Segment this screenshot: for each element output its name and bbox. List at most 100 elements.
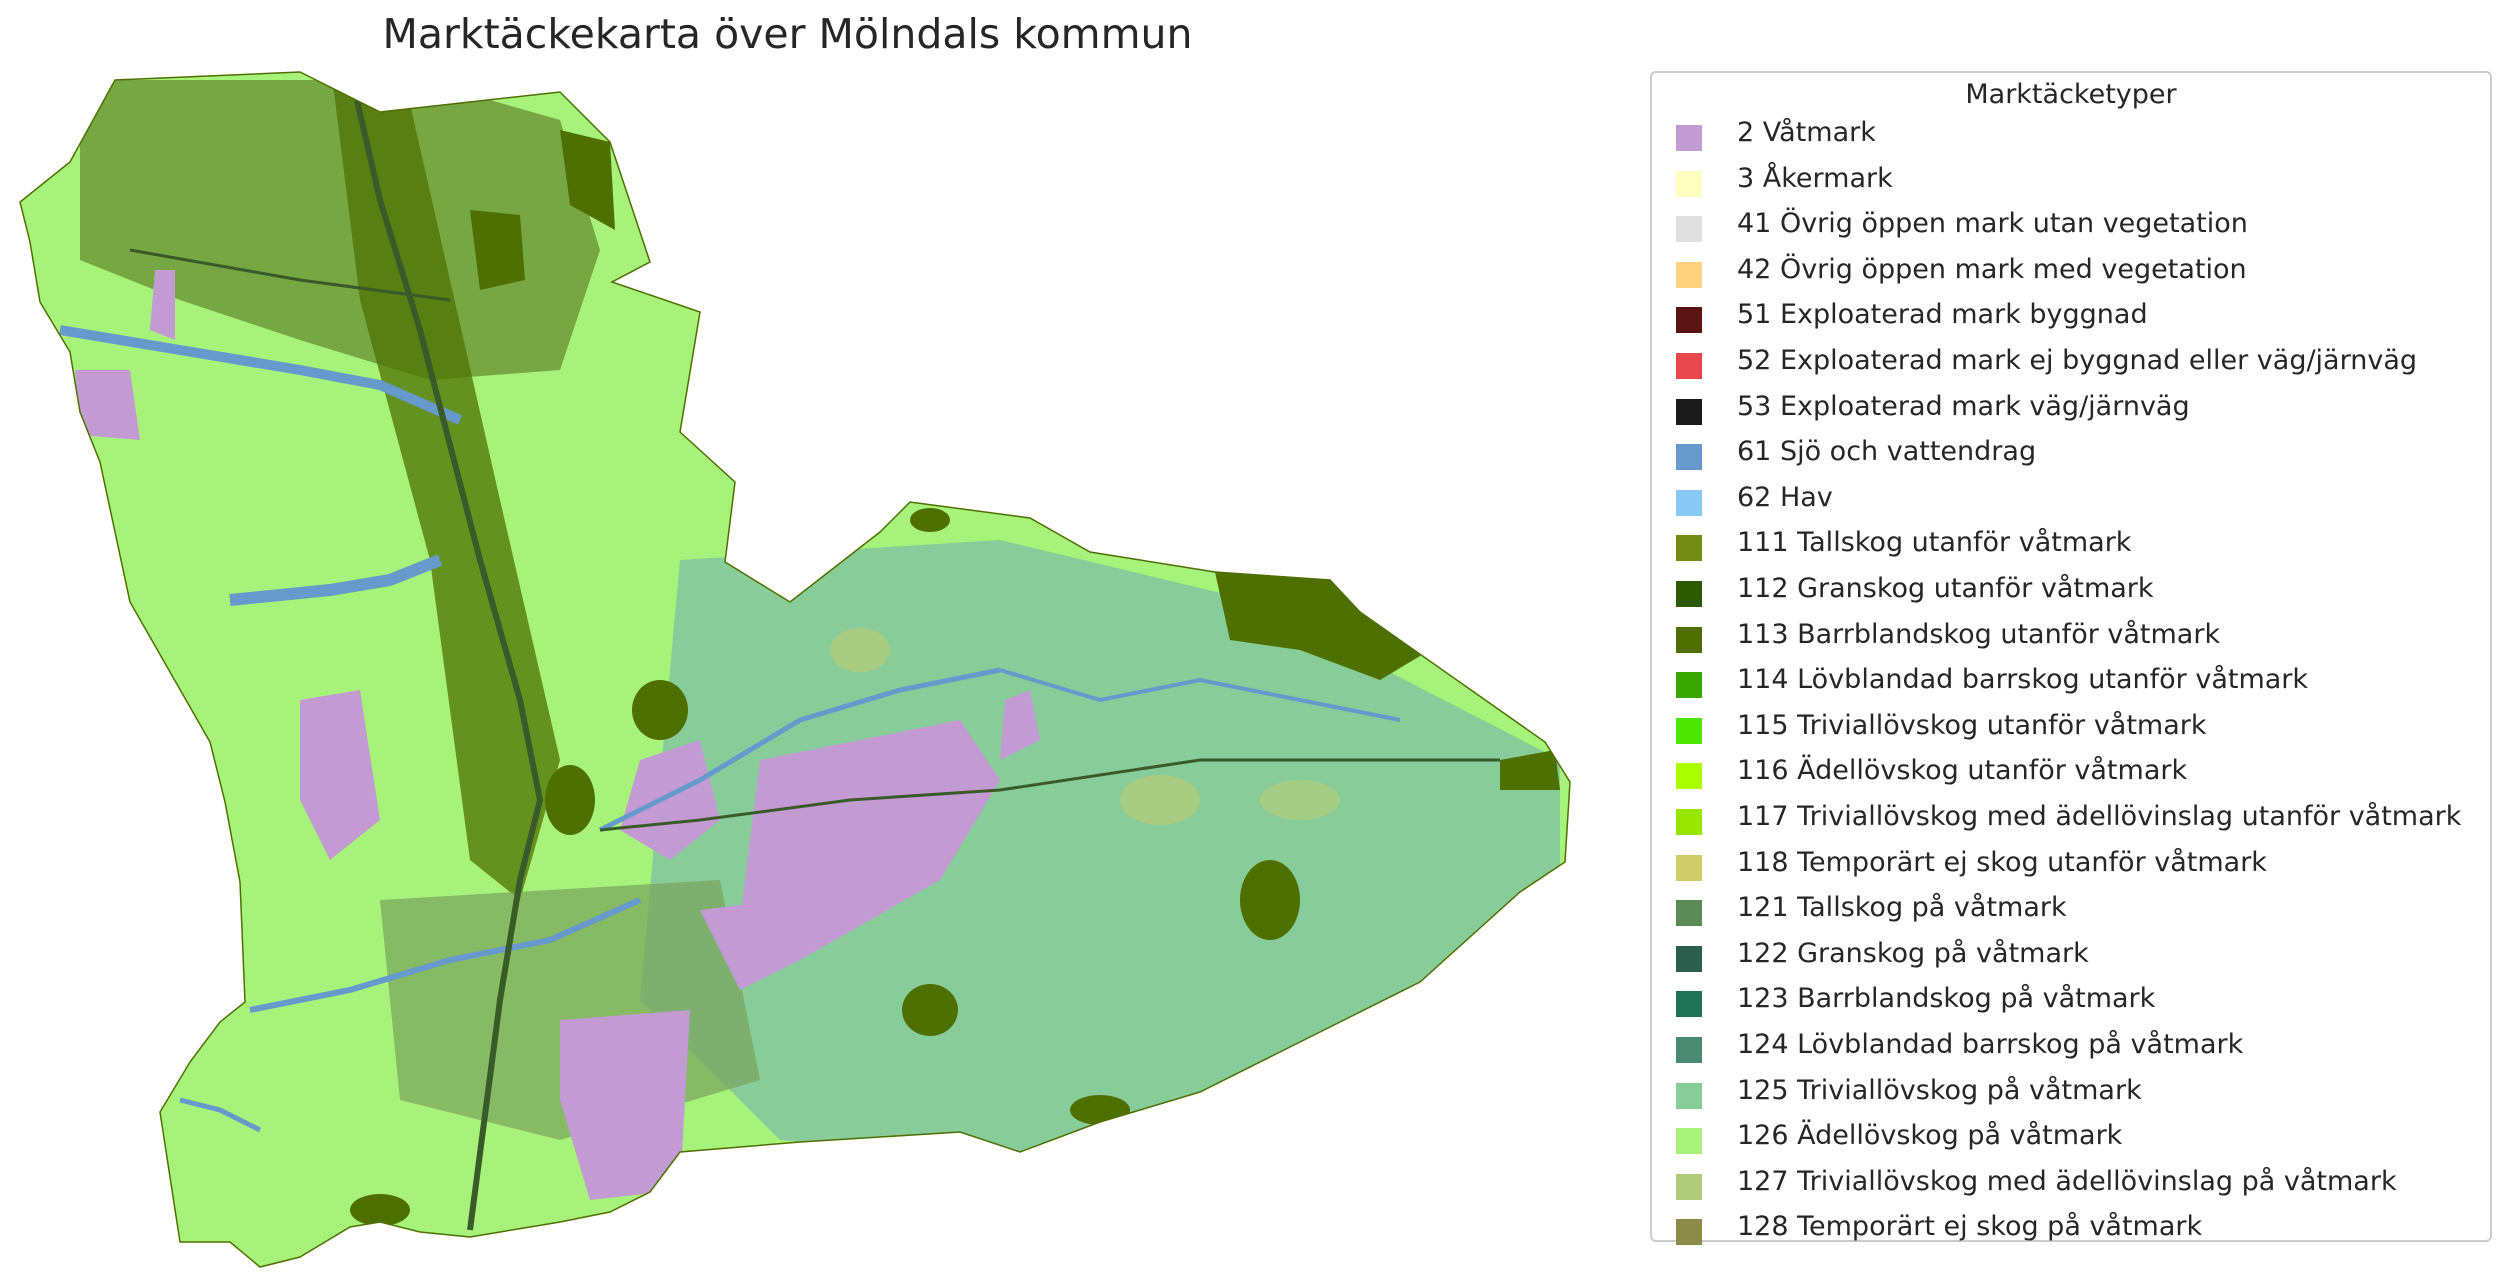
- legend-label: 62 Hav: [1737, 481, 1833, 513]
- legend-label: 117 Triviallövskog med ädellövinslag uta…: [1737, 801, 2462, 832]
- legend-label: 114 Lövblandad barrskog utanför våtmark: [1737, 664, 2309, 696]
- legend-item: 122 Granskog på våtmark: [1652, 936, 2490, 976]
- legend-item: 52 Exploaterad mark ej byggnad eller väg…: [1652, 343, 2490, 383]
- legend-item: 128 Temporärt ej skog på våtmark: [1652, 1209, 2490, 1249]
- region-barrblandskog-n2: [910, 508, 950, 532]
- region-barrblandskog-s2: [1070, 1095, 1130, 1125]
- legend-item: 51 Exploaterad mark byggnad: [1652, 297, 2490, 337]
- region-valley-forest: [330, 72, 560, 900]
- legend-swatch: [1676, 626, 1702, 653]
- legend-label: 118 Temporärt ej skog utanför våtmark: [1737, 846, 2267, 878]
- legend-swatch: [1676, 216, 1702, 243]
- river-2: [229, 554, 443, 606]
- legend-swatch: [1676, 717, 1702, 744]
- legend-swatch: [1676, 535, 1702, 562]
- region-barrblandskog-se: [1240, 860, 1300, 940]
- river-5: [999, 668, 1401, 722]
- legend-item: 115 Triviallövskog utanför våtmark: [1652, 708, 2490, 748]
- legend-swatch: [1676, 398, 1702, 425]
- legend-label: 123 Barrblandskog på våtmark: [1737, 983, 2156, 1015]
- region-triviallovskog-vatmark: [640, 540, 1560, 1160]
- legend-item: 116 Ädellövskog utanför våtmark: [1652, 753, 2490, 793]
- legend-label: 128 Temporärt ej skog på våtmark: [1737, 1211, 2203, 1243]
- rail-line: [347, 72, 544, 1231]
- legend-item: 121 Tallskog på våtmark: [1652, 890, 2490, 930]
- legend-item: 118 Temporärt ej skog utanför våtmark: [1652, 845, 2490, 885]
- region-barrblandskog-ne2: [560, 130, 615, 230]
- legend-label: 42 Övrig öppen mark med vegetation: [1737, 253, 2247, 285]
- legend-label: 125 Triviallövskog på våtmark: [1737, 1074, 2142, 1106]
- region-vatmark-1: [740, 720, 1000, 960]
- legend-label: 3 Åkermark: [1737, 162, 1893, 194]
- region-vatmark-7: [700, 900, 800, 990]
- legend-swatch: [1676, 1219, 1702, 1246]
- legend-label: 2 Våtmark: [1737, 117, 1876, 148]
- legend-label: 61 Sjö och vattendrag: [1737, 436, 2037, 468]
- legend-swatch: [1676, 945, 1702, 972]
- legend-label: 115 Triviallövskog utanför våtmark: [1737, 709, 2207, 741]
- river-3: [598, 667, 1001, 833]
- legend-item: 112 Granskog utanför våtmark: [1652, 571, 2490, 611]
- road-north: [129, 248, 451, 302]
- region-barrblandskog-ne: [1215, 572, 1430, 680]
- legend-label: 52 Exploaterad mark ej byggnad eller väg…: [1737, 345, 2417, 376]
- legend-swatch: [1676, 1173, 1702, 1200]
- legend-item: 41 Övrig öppen mark utan vegetation: [1652, 206, 2490, 246]
- legend-item: 124 Lövblandad barrskog på våtmark: [1652, 1027, 2490, 1067]
- legend-item: 125 Triviallövskog på våtmark: [1652, 1073, 2490, 1113]
- legend-item: 61 Sjö och vattendrag: [1652, 434, 2490, 474]
- river-6: [179, 1097, 262, 1133]
- legend-swatch: [1676, 991, 1702, 1018]
- legend-title: Marktäcketyper: [1965, 79, 2177, 110]
- land-cover-map: [19, 71, 1571, 1268]
- map-legend: Marktäcketyper 2 Våtmark 3 Åkermark 41 Övr…: [1650, 71, 2492, 1246]
- legend-label: 51 Exploaterad mark byggnad: [1737, 299, 2148, 331]
- legend-item: 123 Barrblandskog på våtmark: [1652, 981, 2490, 1021]
- river-1: [59, 325, 463, 425]
- region-vatmark-5: [75, 370, 140, 440]
- legend-label: 121 Tallskog på våtmark: [1737, 892, 2067, 924]
- region-barrblandskog-c2: [545, 765, 595, 835]
- region-barrblandskog-c: [632, 680, 688, 740]
- river-4: [249, 897, 642, 1013]
- legend-swatch: [1676, 854, 1702, 881]
- legend-item: 42 Övrig öppen mark med vegetation: [1652, 252, 2490, 292]
- region-vatmark-3: [300, 690, 380, 860]
- map-title: Marktäckekarta över Mölndals kommun: [382, 10, 1193, 58]
- legend-swatch: [1676, 1037, 1702, 1063]
- legend-item: 113 Barrblandskog utanför våtmark: [1652, 617, 2490, 657]
- region-triviallovskog-adel-2: [830, 628, 890, 672]
- region-triviallovskog-adel-3: [1260, 780, 1340, 820]
- region-triviallovskog-adel: [1120, 775, 1200, 825]
- legend-item: 127 Triviallövskog med ädellövinslag på …: [1652, 1164, 2490, 1204]
- region-vatmark-6: [150, 270, 175, 340]
- legend-swatch: [1676, 1128, 1702, 1155]
- legend-swatch: [1676, 125, 1702, 151]
- legend-swatch: [1676, 444, 1702, 471]
- road-east: [599, 758, 1500, 832]
- legend-item: 62 Hav: [1652, 480, 2490, 520]
- legend-swatch: [1676, 900, 1702, 927]
- legend-item: 2 Våtmark: [1652, 115, 2490, 155]
- region-barrblandskog-sw: [350, 1194, 410, 1226]
- legend-item: 117 Triviallövskog med ädellövinslag uta…: [1652, 799, 2490, 839]
- region-barrblandskog-n: [470, 210, 525, 290]
- legend-item: 114 Lövblandad barrskog utanför våtmark: [1652, 662, 2490, 702]
- legend-label: 116 Ädellövskog utanför våtmark: [1737, 755, 2188, 787]
- legend-label: 41 Övrig öppen mark utan vegetation: [1737, 208, 2248, 240]
- region-vatmark-4: [560, 1010, 690, 1200]
- region-barrblandskog-s: [902, 984, 958, 1036]
- legend-item: 53 Exploaterad mark väg/järnväg: [1652, 389, 2490, 429]
- map-fill: [20, 72, 1570, 1267]
- legend-swatch: [1676, 763, 1702, 790]
- legend-swatch: [1676, 672, 1702, 699]
- legend-swatch: [1676, 1082, 1702, 1109]
- region-vatmark-2: [620, 740, 720, 860]
- legend-swatch: [1676, 353, 1702, 379]
- legend-label: 111 Tallskog utanför våtmark: [1737, 527, 2132, 559]
- region-vatmark-8: [1000, 690, 1040, 760]
- region-urban-north: [80, 80, 600, 380]
- legend-label: 124 Lövblandad barrskog på våtmark: [1737, 1029, 2244, 1060]
- legend-swatch: [1676, 489, 1702, 516]
- legend-swatch: [1676, 307, 1702, 334]
